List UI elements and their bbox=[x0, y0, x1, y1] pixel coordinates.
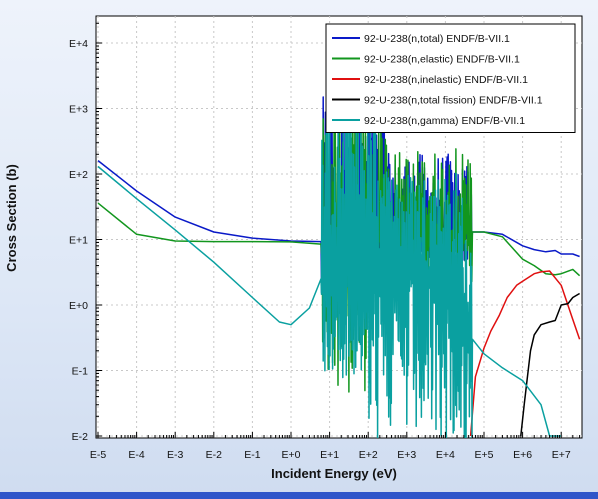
x-axis-title: Incident Energy (eV) bbox=[271, 466, 397, 481]
x-tick-label: E-2 bbox=[206, 449, 223, 461]
legend-label-inelastic: 92-U-238(n,inelastic) ENDF/B-VII.1 bbox=[364, 74, 528, 86]
x-tick-label: E+3 bbox=[397, 449, 416, 461]
y-tick-label: E+4 bbox=[69, 38, 88, 50]
x-tick-label: E+5 bbox=[475, 449, 494, 461]
x-tick-label: E+2 bbox=[359, 449, 378, 461]
x-tick-label: E+0 bbox=[282, 449, 301, 461]
y-tick-label: E-2 bbox=[72, 431, 89, 443]
y-axis: E-2 E-1 E+0 E+1 E+2 E+3 E+4 bbox=[69, 22, 102, 443]
x-tick-label: E-1 bbox=[244, 449, 261, 461]
x-tick-label: E+7 bbox=[552, 449, 571, 461]
window-bottom-bar bbox=[0, 492, 598, 499]
y-tick-label: E-1 bbox=[72, 366, 89, 378]
y-tick-label: E+1 bbox=[69, 235, 88, 247]
legend-label-elastic: 92-U-238(n,elastic) ENDF/B-VII.1 bbox=[364, 54, 520, 66]
legend: 92-U-238(n,total) ENDF/B-VII.1 92-U-238(n… bbox=[325, 23, 576, 133]
x-tick-label: E-4 bbox=[128, 449, 145, 461]
x-tick-label: E-3 bbox=[167, 449, 184, 461]
legend-box bbox=[325, 23, 576, 133]
x-tick-label: E+1 bbox=[320, 449, 339, 461]
y-tick-label: E+3 bbox=[69, 104, 88, 116]
series-lines bbox=[97, 87, 581, 438]
x-tick-label: E+6 bbox=[513, 449, 532, 461]
series-line-inelastic bbox=[469, 270, 581, 437]
x-tick-label: E+4 bbox=[436, 449, 455, 461]
legend-label-fission: 92-U-238(n,total fission) ENDF/B-VII.1 bbox=[364, 95, 543, 107]
y-tick-label: E+2 bbox=[69, 169, 88, 181]
y-axis-title: Cross Section (b) bbox=[4, 164, 19, 272]
x-axis: E-5 E-4 E-3 E-2 E-1 E+0 E+1 E+2 E+3 E+4 E+5 E+6 E+7 bbox=[90, 432, 581, 461]
legend-label-total: 92-U-238(n,total) ENDF/B-VII.1 bbox=[364, 33, 510, 45]
x-tick-label: E-5 bbox=[90, 449, 107, 461]
series-line-gamma bbox=[97, 104, 562, 438]
y-tick-label: E+0 bbox=[69, 300, 88, 312]
legend-label-gamma: 92-U-238(n,gamma) ENDF/B-VII.1 bbox=[364, 115, 525, 127]
